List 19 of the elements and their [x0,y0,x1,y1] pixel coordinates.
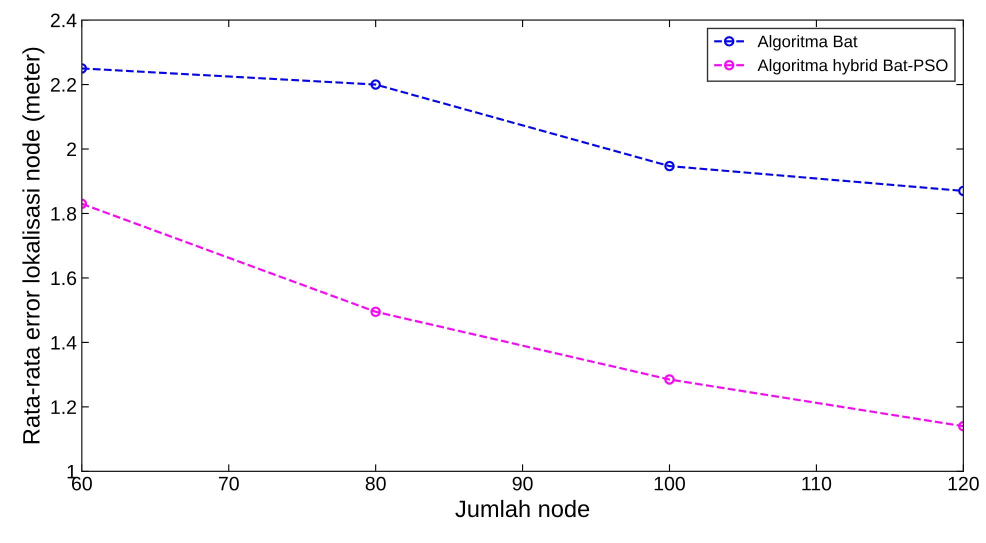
x-tick-label: 100 [654,476,685,490]
y-axis-title: Rata-rata error lokalisasi node (meter) [22,48,44,444]
y-tick-label: 1.4 [51,336,76,350]
x-tick-label: 60 [72,476,92,490]
y-tick-label: 1 [68,464,76,478]
y-tick-label: 1.6 [51,271,76,286]
legend-label: Algoritma Bat [758,35,858,51]
x-tick-label: 70 [218,476,239,490]
y-tick-label: 1.2 [51,400,76,414]
y-tick-label: 2 [67,142,76,156]
legend-label: Algoritma hybrid Bat-PSO [758,58,948,74]
y-tick-label: 2.4 [50,14,76,28]
x-tick-label: 110 [802,476,832,490]
y-tick-label: 2.2 [50,78,76,92]
y-tick-label: 1.8 [51,206,76,221]
x-axis-title: Jumlah node [455,500,590,518]
x-tick-label: 90 [512,476,533,490]
x-tick-label: 120 [948,476,979,490]
x-tick-label: 80 [366,476,386,490]
